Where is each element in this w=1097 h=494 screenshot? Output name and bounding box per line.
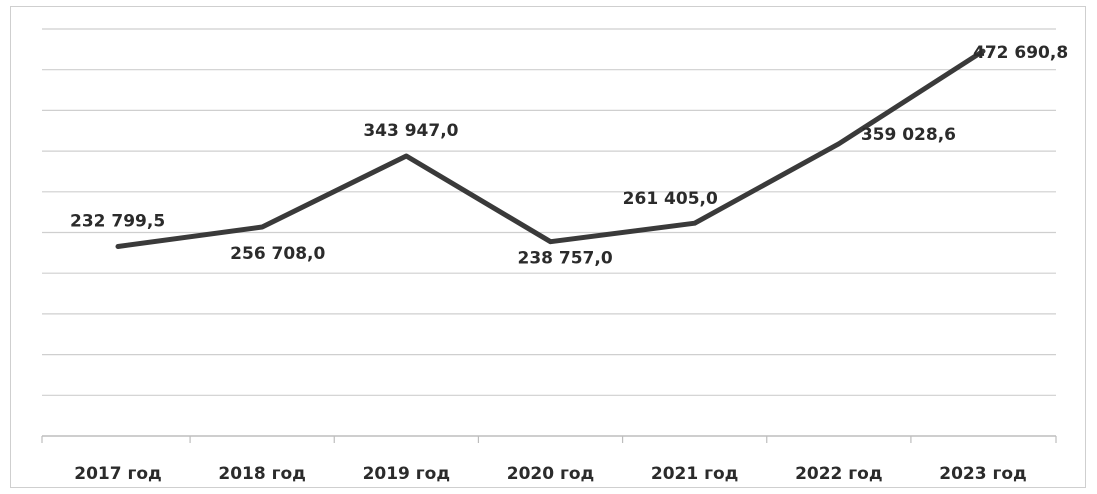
x-tick-label: 2019 год [363,464,451,484]
x-tick-label: 2020 год [507,464,595,484]
data-label: 343 947,0 [363,121,458,141]
chart-frame [10,6,1086,488]
data-label: 261 405,0 [623,189,718,209]
series-layer [115,48,986,249]
x-tick-label: 2021 год [651,464,739,484]
x-tick-label: 2017 год [74,464,162,484]
data-label: 359 028,6 [861,125,956,145]
data-label: 232 799,5 [70,212,165,232]
x-tick-label: 2023 год [939,464,1027,484]
x-tick-labels: 2017 год 2018 год 2019 год 2020 год 2021 год… [74,464,1027,484]
data-label: 256 708,0 [230,244,325,264]
gridlines [42,28,1056,396]
x-axis [41,435,1057,443]
data-label: 238 757,0 [518,249,613,269]
x-tick-label: 2018 год [218,464,306,484]
data-label: 472 690,8 [973,43,1068,63]
data-labels: 232 799,5 256 708,0 343 947,0 238 757,0 261 … [70,43,1068,268]
x-tick-label: 2022 год [795,464,883,484]
series-line [115,48,986,249]
